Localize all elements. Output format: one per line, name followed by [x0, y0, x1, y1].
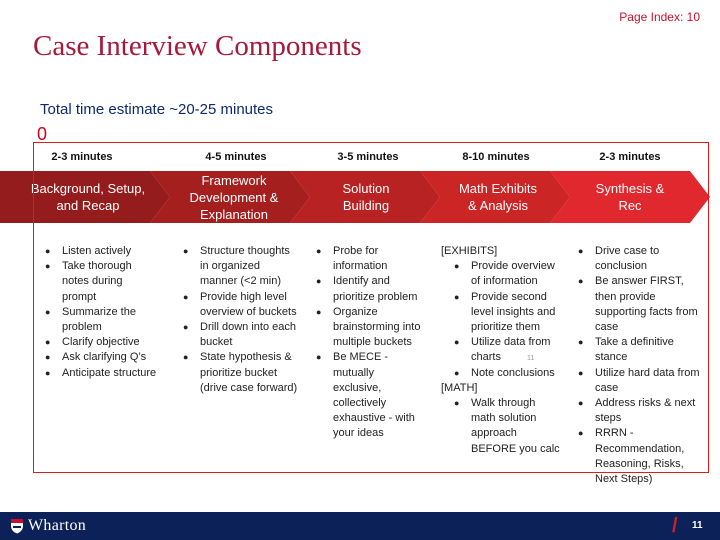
- process-chevrons: Background, Setup, and Recap Framework D…: [0, 171, 720, 223]
- duration-solution: 3-5 minutes: [337, 151, 399, 163]
- list-item: Drill down into each bucket: [180, 320, 298, 350]
- duration-framework: 4-5 minutes: [205, 151, 267, 163]
- list-item: Summarize the problem: [42, 305, 157, 335]
- page-index: Page Index: 10: [619, 10, 700, 24]
- chevron-synthesis: [550, 171, 710, 223]
- list-item: Provide high level overview of buckets: [180, 290, 298, 320]
- column-math: [EXHIBITS] Provide overview of informatio…: [441, 244, 561, 457]
- list-item: Walk through math solution approach BEFO…: [441, 396, 561, 457]
- duration-background: 2-3 minutes: [51, 151, 113, 163]
- penn-shield-icon: [11, 519, 23, 534]
- list-item: Organize brainstorming into multiple buc…: [313, 305, 425, 351]
- column-synthesis: Drive case to conclusionBe answer FIRST,…: [575, 244, 700, 487]
- chevron-math: [420, 171, 570, 223]
- list-framework: Structure thoughts in organized manner (…: [180, 244, 298, 396]
- list-item: Structure thoughts in organized manner (…: [180, 244, 298, 290]
- inline-page-mark: 11: [527, 355, 535, 362]
- chevron-label-synthesis: Synthesis & Rec: [595, 181, 665, 213]
- slide-number: 11: [692, 520, 703, 531]
- chevron-framework: [150, 171, 310, 223]
- list-item: Ask clarifying Q’s: [42, 350, 157, 365]
- page-title: Case Interview Components: [33, 30, 362, 62]
- footer-bar: Wharton / 11: [0, 512, 720, 540]
- list-item: Listen actively: [42, 244, 157, 259]
- list-item: Provide overview of information: [441, 259, 561, 289]
- column-background: Listen activelyTake thorough notes durin…: [42, 244, 157, 381]
- stage-details: Listen activelyTake thorough notes durin…: [0, 244, 720, 494]
- chevron-label-math: Math Exhibits & Analysis: [458, 181, 538, 213]
- list-item: Take a definitive stance: [575, 335, 700, 365]
- column-solution: Probe for informationIdentify and priori…: [313, 244, 425, 442]
- annotation-marker: 0: [37, 124, 48, 144]
- duration-synthesis: 2-3 minutes: [599, 151, 661, 163]
- chevron-label-framework: Framework Development & Explanation: [189, 172, 279, 222]
- list-item: Be answer FIRST, then provide supporting…: [575, 274, 700, 335]
- list-item: Utilize data from charts: [441, 335, 561, 365]
- chevron-label-solution: Solution Building: [342, 181, 390, 213]
- list-item: Provide second level insights and priori…: [441, 290, 561, 336]
- list-item: Probe for information: [313, 244, 425, 274]
- list-item: Take thorough notes during prompt: [42, 259, 157, 305]
- list-item: Drive case to conclusion: [575, 244, 700, 274]
- list-item: Clarify objective: [42, 335, 157, 350]
- footer-slash-decoration: /: [672, 515, 678, 537]
- list-item: Anticipate structure: [42, 366, 157, 381]
- chevron-solution: [290, 171, 440, 223]
- section-heading: [EXHIBITS]: [441, 245, 498, 257]
- list-solution: Probe for informationIdentify and priori…: [313, 244, 425, 442]
- list-synthesis: Drive case to conclusionBe answer FIRST,…: [575, 244, 700, 487]
- chevron-label-background: Background, Setup, and Recap: [30, 181, 146, 213]
- section-heading: [MATH]: [441, 381, 478, 394]
- column-framework: Structure thoughts in organized manner (…: [180, 244, 298, 396]
- list-item: Identify and prioritize problem: [313, 274, 425, 304]
- list-item: RRRN -Recommendation, Reasoning, Risks, …: [575, 426, 700, 487]
- duration-row: 2-3 minutes 4-5 minutes 3-5 minutes 8-10…: [0, 151, 720, 165]
- list-item: Be MECE - mutually exclusive, collective…: [313, 350, 425, 441]
- list-item: Utilize hard data from case: [575, 366, 700, 396]
- chevron-shapes: [0, 171, 710, 223]
- chevron-background: [0, 171, 170, 223]
- list-background: Listen activelyTake thorough notes durin…: [42, 244, 157, 381]
- list-item: Note conclusions: [441, 366, 561, 381]
- list-item: State hypothesis & prioritize bucket (dr…: [180, 350, 298, 396]
- logo-text: Wharton: [28, 517, 87, 534]
- list-item: Address risks & next steps: [575, 396, 700, 426]
- duration-math: 8-10 minutes: [462, 151, 530, 163]
- list-math: [EXHIBITS] Provide overview of informatio…: [441, 244, 561, 457]
- time-estimate: Total time estimate ~20-25 minutes: [40, 101, 274, 118]
- wharton-logo: Wharton: [10, 517, 86, 535]
